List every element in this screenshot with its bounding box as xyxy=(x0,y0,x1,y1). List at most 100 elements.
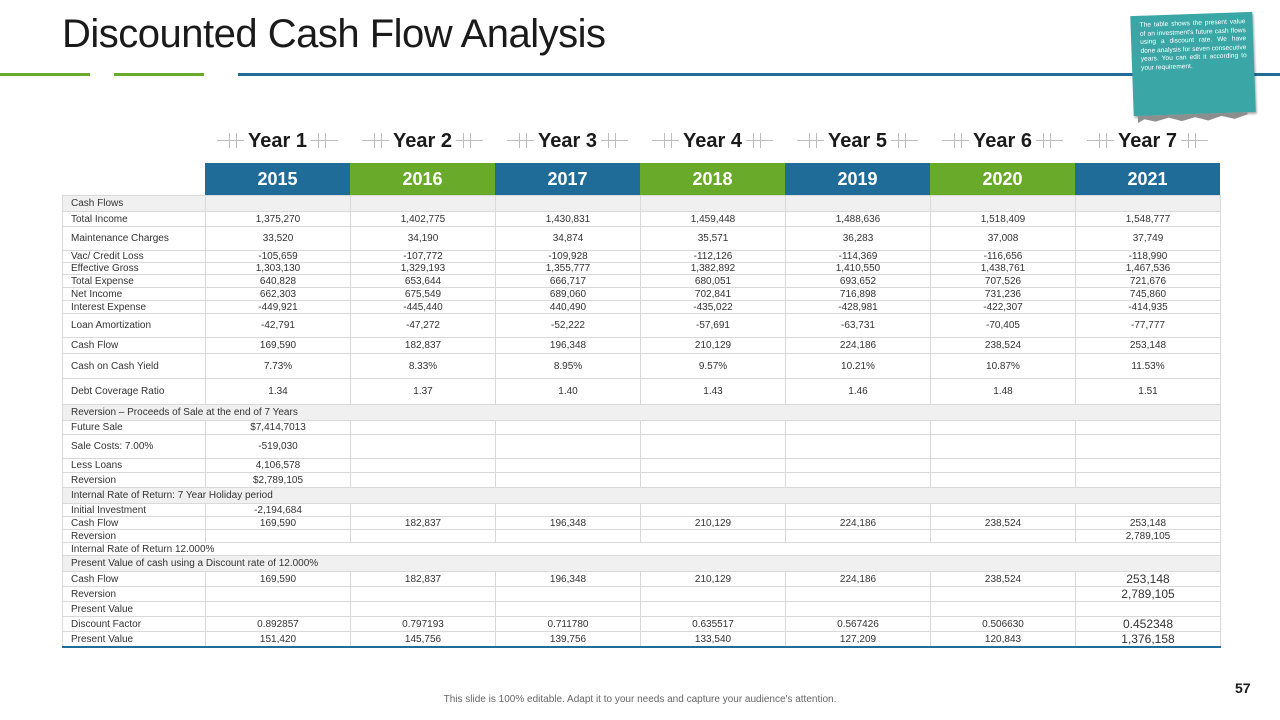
table-cell: 653,644 xyxy=(350,274,496,288)
table-cell: -422,307 xyxy=(930,300,1076,314)
row-label: Maintenance Charges xyxy=(62,226,206,251)
table-cell: -107,772 xyxy=(350,250,496,263)
page-title: Discounted Cash Flow Analysis xyxy=(62,12,606,56)
table-row: Reversion $2,789,105 xyxy=(62,472,1221,488)
table-cell: -77,777 xyxy=(1075,313,1221,338)
table-row: Internal Rate of Return: 7 Year Holiday … xyxy=(62,487,1221,504)
year-header-row: 2015 2016 2017 2018 2019 2020 2021 xyxy=(205,163,1220,195)
table-cell: 37,008 xyxy=(930,226,1076,251)
table-cell: -116,656 xyxy=(930,250,1076,263)
section-label: Present Value of cash using a Discount r… xyxy=(62,555,1221,572)
year-label-cell: Year 5 xyxy=(785,127,930,155)
table-row: Cash Flows xyxy=(62,195,1221,212)
table-cell: -118,990 xyxy=(1075,250,1221,263)
table-cell: 139,756 xyxy=(495,631,641,648)
table-cell: 145,756 xyxy=(350,631,496,648)
table-cell: 702,841 xyxy=(640,287,786,301)
table-cell: 1.43 xyxy=(640,378,786,405)
table-cell: 127,209 xyxy=(785,631,931,648)
row-label: Interest Expense xyxy=(62,300,206,314)
table-cell: 440,490 xyxy=(495,300,641,314)
dcf-table: Cash Flows Total Income 1,375,270 1,402,… xyxy=(62,195,1221,648)
table-cell: 1,303,130 xyxy=(205,262,351,275)
table-row: Present Value 151,420 145,756 139,756 13… xyxy=(62,631,1221,648)
row-label: Cash Flow xyxy=(62,516,206,530)
table-cell: -57,691 xyxy=(640,313,786,338)
table-cell: 721,676 xyxy=(1075,274,1221,288)
table-row: Interest Expense -449,921 -445,440 440,4… xyxy=(62,300,1221,314)
table-cell: -435,022 xyxy=(640,300,786,314)
section-label: Internal Rate of Return: 7 Year Holiday … xyxy=(62,487,1221,504)
table-cell: 1,518,409 xyxy=(930,211,1076,227)
table-cell: 182,837 xyxy=(350,516,496,530)
table-cell: 224,186 xyxy=(785,516,931,530)
table-cell: 224,186 xyxy=(785,337,931,354)
table-cell: -449,921 xyxy=(205,300,351,314)
table-cell: 1,459,448 xyxy=(640,211,786,227)
table-cell: 2,789,105 xyxy=(1075,586,1221,602)
table-row: Cash Flow 169,590 182,837 196,348 210,12… xyxy=(62,571,1221,587)
table-cell: 9.57% xyxy=(640,353,786,379)
table-cell: 0.892857 xyxy=(205,616,351,632)
row-label: Discount Factor xyxy=(62,616,206,632)
table-cell: 34,874 xyxy=(495,226,641,251)
table-cell: 4,106,578 xyxy=(205,458,351,473)
table-cell: -109,928 xyxy=(495,250,641,263)
table-cell: 1,438,761 xyxy=(930,262,1076,275)
table-cell: 1,467,536 xyxy=(1075,262,1221,275)
table-row: Internal Rate of Return 12.000% xyxy=(62,542,1221,556)
table-cell: -2,194,684 xyxy=(205,503,351,517)
table-row: Net Income 662,303 675,549 689,060 702,8… xyxy=(62,287,1221,301)
table-row: Cash Flow 169,590 182,837 196,348 210,12… xyxy=(62,337,1221,354)
table-row: Vac/ Credit Loss -105,659 -107,772 -109,… xyxy=(62,250,1221,263)
table-cell: 1.37 xyxy=(350,378,496,405)
table-cell: 238,524 xyxy=(930,337,1076,354)
table-cell: 210,129 xyxy=(640,571,786,587)
table-cell: 1.51 xyxy=(1075,378,1221,405)
table-cell: 689,060 xyxy=(495,287,641,301)
year-label-cell: Year 1 xyxy=(205,127,350,155)
row-label: Present Value xyxy=(62,601,206,617)
row-label: Present Value xyxy=(62,631,206,648)
table-cell: 1,402,775 xyxy=(350,211,496,227)
table-cell: $2,789,105 xyxy=(205,472,351,488)
table-cell: 34,190 xyxy=(350,226,496,251)
table-cell: 1,382,892 xyxy=(640,262,786,275)
table-cell: 745,860 xyxy=(1075,287,1221,301)
year-label: Year 4 xyxy=(679,129,746,153)
table-cell: 716,898 xyxy=(785,287,931,301)
table-row: Total Income 1,375,270 1,402,775 1,430,8… xyxy=(62,211,1221,227)
year-header-cell: 2017 xyxy=(495,163,640,195)
table-cell: 182,837 xyxy=(350,337,496,354)
table-cell: 253,148 xyxy=(1075,516,1221,530)
table-cell: 35,571 xyxy=(640,226,786,251)
table-cell: 182,837 xyxy=(350,571,496,587)
table-row: Total Expense 640,828 653,644 666,717 68… xyxy=(62,274,1221,288)
table-cell: 1,430,831 xyxy=(495,211,641,227)
table-cell: 8.33% xyxy=(350,353,496,379)
row-label: Net Income xyxy=(62,287,206,301)
table-cell: 1,329,193 xyxy=(350,262,496,275)
table-cell: 196,348 xyxy=(495,337,641,354)
table-cell: -42,791 xyxy=(205,313,351,338)
table-cell: 169,590 xyxy=(205,337,351,354)
table-row: Maintenance Charges 33,520 34,190 34,874… xyxy=(62,226,1221,251)
section-label: Cash Flows xyxy=(62,195,206,212)
table-cell: 1,355,777 xyxy=(495,262,641,275)
table-cell: 37,749 xyxy=(1075,226,1221,251)
row-label: Vac/ Credit Loss xyxy=(62,250,206,263)
table-cell: 0.711780 xyxy=(495,616,641,632)
year-labels-row: Year 1 Year 2 Year 3 Year 4 Year 5 Year … xyxy=(205,127,1220,155)
table-cell: -52,222 xyxy=(495,313,641,338)
table-cell: 1,375,270 xyxy=(205,211,351,227)
row-label: Reversion xyxy=(62,586,206,602)
table-row: Present Value xyxy=(62,601,1221,617)
table-cell: 731,236 xyxy=(930,287,1076,301)
table-cell: 33,520 xyxy=(205,226,351,251)
table-row: Loan Amortization -42,791 -47,272 -52,22… xyxy=(62,313,1221,338)
row-label: Cash Flow xyxy=(62,337,206,354)
table-row: Present Value of cash using a Discount r… xyxy=(62,555,1221,572)
year-label-cell: Year 2 xyxy=(350,127,495,155)
table-cell: 1,410,550 xyxy=(785,262,931,275)
table-cell: 693,652 xyxy=(785,274,931,288)
